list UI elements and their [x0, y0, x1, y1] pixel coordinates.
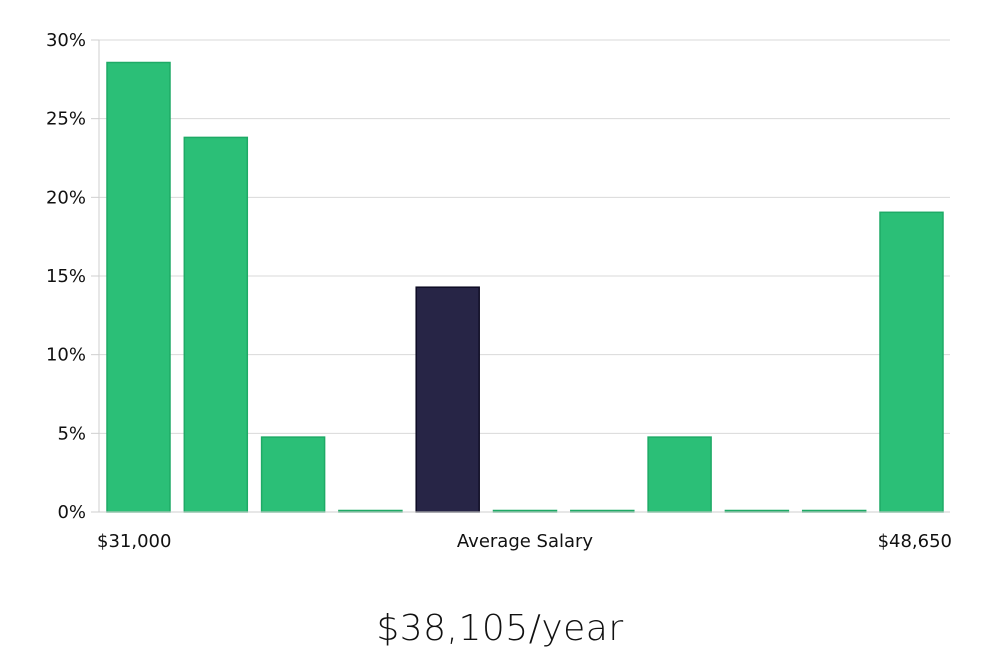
y-tick-label: 15% [46, 266, 86, 287]
bar [260, 436, 326, 513]
bar [183, 136, 249, 513]
bars [106, 61, 944, 513]
x-axis-title: Average Salary [457, 531, 594, 552]
x-end-label: $48,650 [878, 531, 952, 552]
y-tick-label: 10% [46, 345, 86, 366]
y-axis: 0% 5% 10% 15% 20% 25% 30% [46, 30, 950, 523]
y-tick-label: 5% [57, 423, 86, 444]
x-start-label: $31,000 [97, 531, 171, 552]
bar-highlighted [415, 286, 480, 513]
salary-histogram: 0% 5% 10% 15% 20% 25% 30% $31,000 Average Sala… [46, 30, 952, 552]
y-tick-label: 25% [46, 109, 86, 130]
y-tick-label: 20% [46, 187, 86, 208]
y-tick-label: 0% [57, 502, 86, 523]
y-tick-label: 30% [46, 30, 86, 51]
x-axis-labels: $31,000 Average Salary $48,650 [97, 531, 952, 552]
average-salary-value: $38,105/year [376, 608, 624, 649]
bar [106, 61, 171, 513]
bar [647, 436, 712, 513]
bar [879, 211, 944, 513]
